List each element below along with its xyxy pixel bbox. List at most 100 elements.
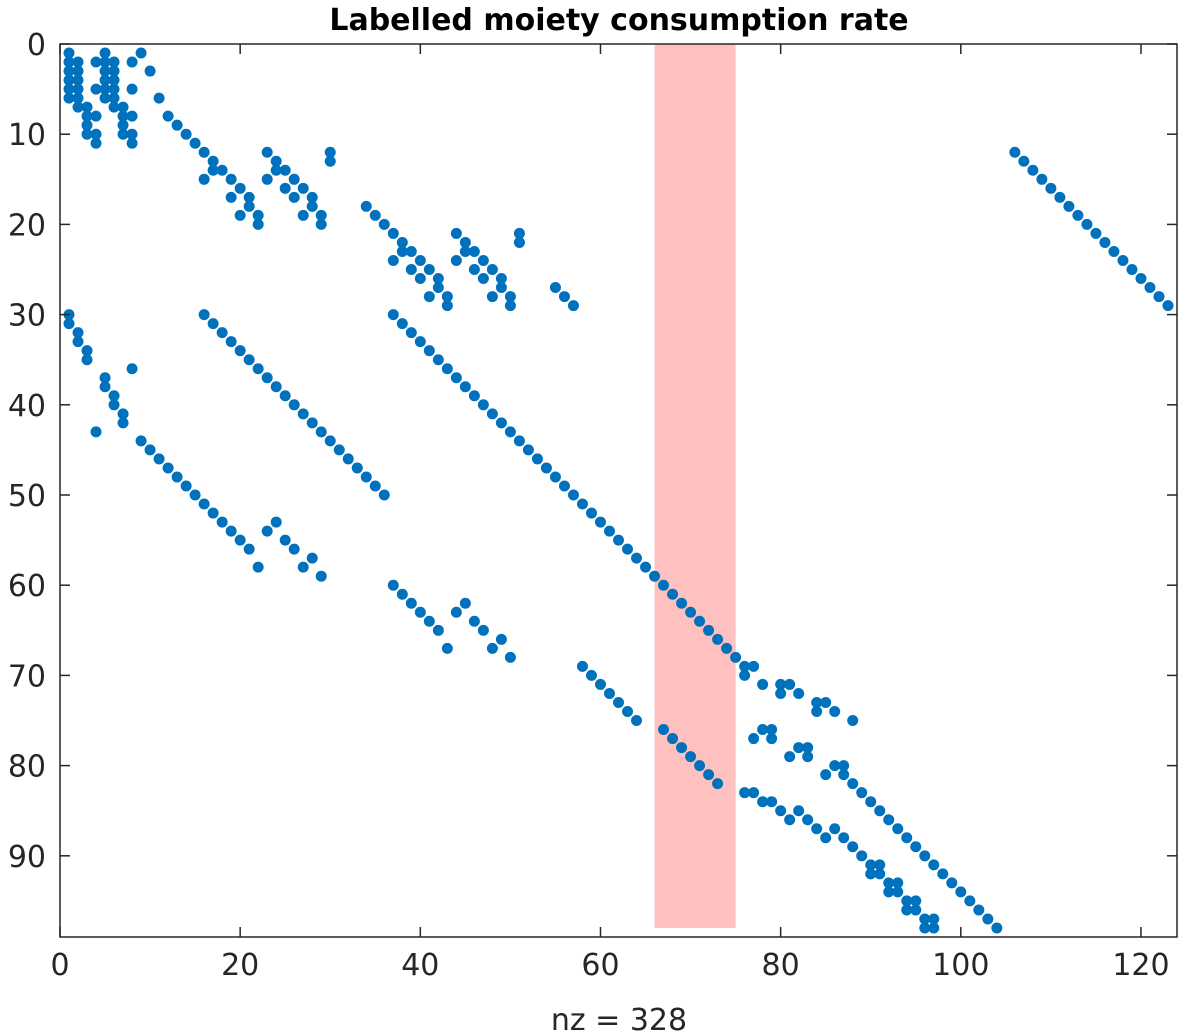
data-point: [504, 291, 516, 303]
data-point: [658, 724, 670, 736]
data-point: [405, 597, 417, 609]
data-point: [432, 282, 444, 294]
data-point: [261, 173, 273, 185]
data-point: [766, 733, 778, 745]
data-point: [108, 92, 120, 104]
data-point: [108, 65, 120, 77]
data-point: [153, 92, 165, 104]
data-point: [820, 832, 832, 844]
data-point: [802, 751, 814, 763]
data-point: [306, 191, 318, 203]
data-point: [81, 345, 93, 357]
data-point: [333, 444, 345, 456]
data-point: [793, 805, 805, 817]
data-point: [99, 65, 111, 77]
data-point: [279, 164, 291, 176]
data-point: [432, 624, 444, 636]
data-point: [261, 146, 273, 158]
data-point: [757, 678, 769, 690]
data-point: [820, 696, 832, 708]
data-point: [180, 128, 192, 140]
data-point: [820, 769, 832, 781]
x-axis-label: nz = 328: [551, 1003, 687, 1034]
data-point: [567, 300, 579, 312]
data-point: [513, 227, 525, 239]
data-point: [306, 417, 318, 429]
data-point: [567, 489, 579, 501]
data-point: [234, 182, 246, 194]
data-point: [387, 579, 399, 591]
data-point: [549, 471, 561, 483]
data-point: [739, 787, 751, 799]
data-point: [234, 345, 246, 357]
data-point: [243, 354, 255, 366]
data-point: [829, 823, 841, 835]
data-point: [1090, 227, 1102, 239]
data-point: [162, 110, 174, 122]
data-point: [378, 218, 390, 230]
data-point: [261, 372, 273, 384]
data-point: [856, 787, 868, 799]
data-point: [603, 687, 615, 699]
data-point: [1009, 146, 1021, 158]
data-point: [90, 110, 102, 122]
data-point: [549, 282, 561, 294]
data-point: [81, 110, 93, 122]
data-point: [802, 814, 814, 826]
data-point: [865, 859, 877, 871]
data-point: [1045, 182, 1057, 194]
data-point: [495, 417, 507, 429]
data-point: [829, 760, 841, 772]
data-point: [225, 525, 237, 537]
data-point: [703, 769, 715, 781]
y-tick-label: 60: [8, 569, 46, 604]
data-point: [531, 453, 543, 465]
data-point: [459, 236, 471, 248]
data-point: [306, 552, 318, 564]
data-point: [126, 83, 138, 95]
data-point: [261, 525, 273, 537]
data-point: [297, 561, 309, 573]
data-point: [441, 291, 453, 303]
y-tick-label: 20: [8, 208, 46, 243]
data-point: [63, 318, 75, 330]
data-point: [829, 705, 841, 717]
data-point: [108, 390, 120, 402]
data-point: [216, 327, 228, 339]
data-point: [766, 796, 778, 808]
data-point: [784, 814, 796, 826]
x-tick-label: 20: [221, 948, 259, 983]
data-point: [117, 408, 129, 420]
data-point: [369, 209, 381, 221]
data-point: [90, 137, 102, 149]
data-point: [874, 859, 886, 871]
data-point: [613, 534, 624, 546]
data-point: [207, 164, 219, 176]
data-point: [207, 507, 219, 519]
data-point: [81, 119, 93, 131]
data-point: [81, 354, 93, 366]
data-point: [225, 173, 237, 185]
highlight-band-layer: [654, 44, 736, 928]
data-point: [324, 155, 336, 167]
data-point: [198, 146, 210, 158]
y-tick-label: 90: [8, 840, 46, 875]
data-point: [468, 264, 480, 276]
data-point: [360, 471, 372, 483]
data-point: [288, 543, 300, 555]
data-point: [486, 291, 498, 303]
data-point: [928, 859, 940, 871]
data-point: [892, 823, 904, 835]
data-point: [99, 372, 111, 384]
data-point: [513, 236, 525, 248]
data-point: [459, 381, 471, 393]
data-point: [1117, 254, 1129, 266]
data-point: [135, 47, 147, 59]
data-point: [99, 47, 111, 59]
data-point: [793, 742, 805, 754]
data-point: [865, 796, 877, 808]
data-point: [495, 273, 507, 285]
data-point: [324, 435, 336, 447]
data-point: [775, 805, 787, 817]
